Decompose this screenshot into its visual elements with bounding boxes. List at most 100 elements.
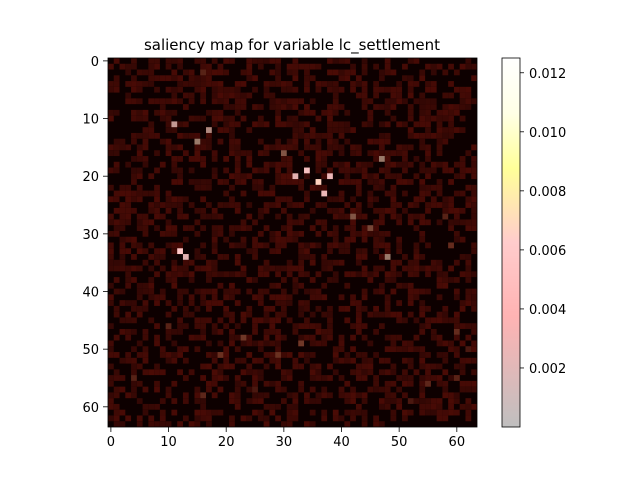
heatmap-cell — [292, 328, 299, 335]
heatmap-cell — [177, 352, 183, 358]
heatmap-cell — [292, 219, 299, 226]
heatmap-cell — [338, 127, 345, 133]
heatmap-cell — [217, 317, 224, 324]
heatmap-cell — [442, 69, 449, 76]
heatmap-cell — [448, 403, 454, 410]
heatmap-cell — [148, 254, 155, 260]
heatmap-cell — [252, 58, 258, 64]
heatmap-cell — [332, 346, 339, 353]
heatmap-cell — [367, 340, 374, 347]
heatmap-cell — [159, 115, 166, 122]
heatmap-cell — [298, 150, 305, 157]
heatmap-cell — [309, 98, 316, 105]
heatmap-cell — [436, 190, 443, 197]
heatmap-cell — [142, 328, 149, 335]
heatmap-cell — [211, 294, 218, 301]
heatmap-cell — [280, 311, 287, 318]
heatmap-cell — [413, 334, 420, 341]
heatmap-cell — [425, 219, 431, 226]
heatmap-hotspot — [217, 352, 224, 358]
heatmap-cell — [223, 58, 230, 64]
heatmap-cell — [159, 161, 166, 168]
heatmap-cell — [298, 230, 305, 237]
heatmap-cell — [465, 58, 472, 64]
heatmap-cell — [275, 311, 281, 318]
heatmap-cell — [327, 104, 333, 110]
heatmap-cell — [436, 294, 443, 301]
heatmap-cell — [471, 346, 477, 353]
heatmap-cell — [309, 144, 316, 151]
heatmap-cell — [453, 392, 460, 399]
heatmap-cell — [136, 184, 143, 191]
heatmap-cell — [384, 86, 391, 93]
heatmap-cell — [402, 75, 408, 82]
heatmap-cell — [211, 81, 218, 87]
heatmap-cell — [252, 179, 258, 185]
heatmap-cell — [125, 190, 132, 197]
heatmap-cell — [280, 161, 287, 168]
heatmap-cell — [165, 58, 172, 64]
heatmap-cell — [108, 398, 114, 404]
heatmap-cell — [378, 104, 385, 110]
heatmap-cell — [304, 109, 310, 116]
heatmap-cell — [257, 167, 264, 174]
heatmap-cell — [442, 392, 449, 399]
heatmap-cell — [119, 184, 126, 191]
heatmap-cell — [217, 254, 224, 260]
heatmap-cell — [361, 409, 368, 416]
heatmap-cell — [459, 98, 466, 105]
heatmap-cell — [367, 277, 374, 283]
heatmap-cell — [229, 334, 235, 341]
heatmap-cell — [148, 415, 155, 422]
heatmap-cell — [154, 150, 160, 157]
heatmap-cell — [263, 392, 270, 399]
heatmap-cell — [119, 386, 126, 393]
heatmap-cell — [286, 409, 293, 416]
heatmap-cell — [229, 86, 235, 93]
heatmap-cell — [223, 86, 230, 93]
heatmap-cell — [298, 305, 305, 312]
heatmap-cell — [384, 58, 391, 64]
heatmap-cell — [229, 317, 235, 324]
heatmap-cell — [125, 328, 132, 335]
heatmap-cell — [182, 259, 189, 266]
heatmap-cell — [355, 167, 362, 174]
heatmap-cell — [442, 380, 449, 387]
heatmap-cell — [309, 184, 316, 191]
heatmap-cell — [280, 144, 287, 151]
heatmap-cell — [234, 179, 241, 185]
heatmap-cell — [350, 127, 356, 133]
heatmap-cell — [321, 225, 328, 231]
heatmap-cell — [332, 369, 339, 376]
heatmap-cell — [304, 271, 310, 278]
heatmap-cell — [465, 219, 472, 226]
heatmap-cell — [425, 242, 431, 249]
heatmap-cell — [442, 277, 449, 283]
heatmap-cell — [280, 104, 287, 110]
heatmap-cell — [430, 81, 437, 87]
heatmap-cell — [442, 386, 449, 393]
heatmap-cell — [309, 207, 316, 214]
heatmap-cell — [361, 69, 368, 76]
heatmap-cell — [263, 150, 270, 157]
heatmap-cell — [361, 421, 368, 427]
heatmap-cell — [246, 369, 253, 376]
heatmap-cell — [459, 254, 466, 260]
heatmap-cell — [257, 288, 264, 295]
heatmap-cell — [453, 323, 460, 329]
heatmap-cell — [292, 121, 299, 128]
heatmap-cell — [148, 58, 155, 64]
heatmap-cell — [338, 179, 345, 185]
heatmap-cell — [315, 184, 322, 191]
heatmap-cell — [280, 242, 287, 249]
heatmap-cell — [338, 167, 345, 174]
heatmap-cell — [194, 248, 201, 255]
heatmap-cell — [200, 196, 207, 203]
heatmap-cell — [407, 409, 414, 416]
heatmap-cell — [119, 242, 126, 249]
heatmap-cell — [263, 207, 270, 214]
heatmap-cell — [148, 121, 155, 128]
heatmap-cell — [390, 150, 397, 157]
heatmap-cell — [246, 92, 253, 99]
heatmap-cell — [338, 375, 345, 381]
